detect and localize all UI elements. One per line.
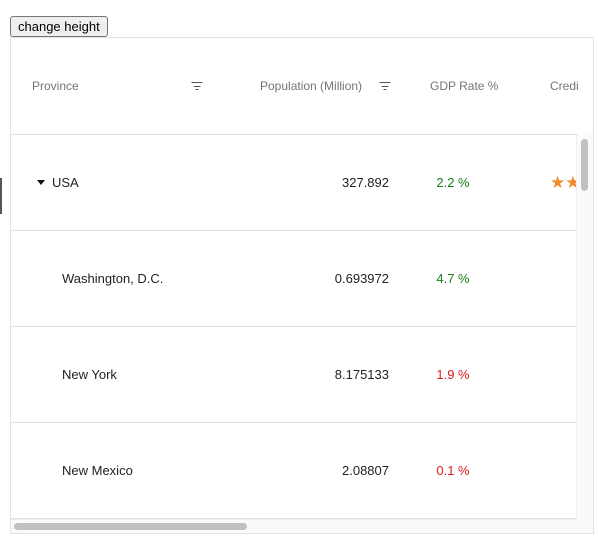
caret-down-icon[interactable] [37, 180, 45, 185]
table-row[interactable]: New York 8.175133 1.9 % [11, 327, 578, 423]
grid-viewport: Province Population (Million) GDP Rate %… [11, 38, 578, 521]
table-row[interactable]: New Mexico 2.08807 0.1 % [11, 423, 578, 519]
province-cell: New York [62, 367, 117, 382]
gdp-rate-cell: 1.9 % [436, 367, 470, 382]
population-cell: 2.08807 [342, 463, 389, 478]
population-cell: 8.175133 [334, 367, 389, 382]
column-header-population[interactable]: Population (Million) [260, 79, 363, 93]
credit-cell: ★★ [550, 135, 578, 230]
column-header-province[interactable]: Province [32, 79, 79, 93]
population-cell: 327.892 [342, 175, 389, 190]
gdp-rate-cell: 0.1 % [436, 463, 470, 478]
filter-icon[interactable] [379, 82, 390, 91]
data-grid: Province Population (Million) GDP Rate %… [10, 37, 594, 534]
column-header-credit[interactable]: Credit [550, 79, 578, 93]
left-edge-marker [0, 178, 2, 214]
grid-header: Province Population (Million) GDP Rate %… [11, 38, 578, 135]
gdp-rate-cell: 4.7 % [436, 271, 470, 286]
province-cell: New Mexico [62, 463, 133, 478]
vertical-scrollbar[interactable] [576, 135, 593, 521]
star-icon: ★ [550, 173, 566, 192]
change-height-button[interactable]: change height [10, 16, 108, 37]
filter-icon[interactable] [191, 82, 202, 91]
province-label: USA [52, 175, 79, 190]
gdp-rate-cell: 2.2 % [436, 175, 470, 190]
table-row[interactable]: USA 327.892 2.2 % ★★ [11, 135, 578, 231]
scrollbar-corner [576, 519, 593, 533]
table-row[interactable]: Washington, D.C. 0.693972 4.7 % [11, 231, 578, 327]
horizontal-scrollbar[interactable] [11, 519, 578, 533]
population-cell: 0.693972 [334, 271, 389, 286]
vertical-scroll-thumb[interactable] [581, 139, 588, 191]
column-header-gdp-rate[interactable]: GDP Rate % [430, 79, 499, 93]
province-cell: USA [37, 135, 79, 230]
horizontal-scroll-thumb[interactable] [14, 523, 247, 530]
province-cell: Washington, D.C. [62, 271, 164, 286]
star-icon: ★ [565, 174, 578, 191]
